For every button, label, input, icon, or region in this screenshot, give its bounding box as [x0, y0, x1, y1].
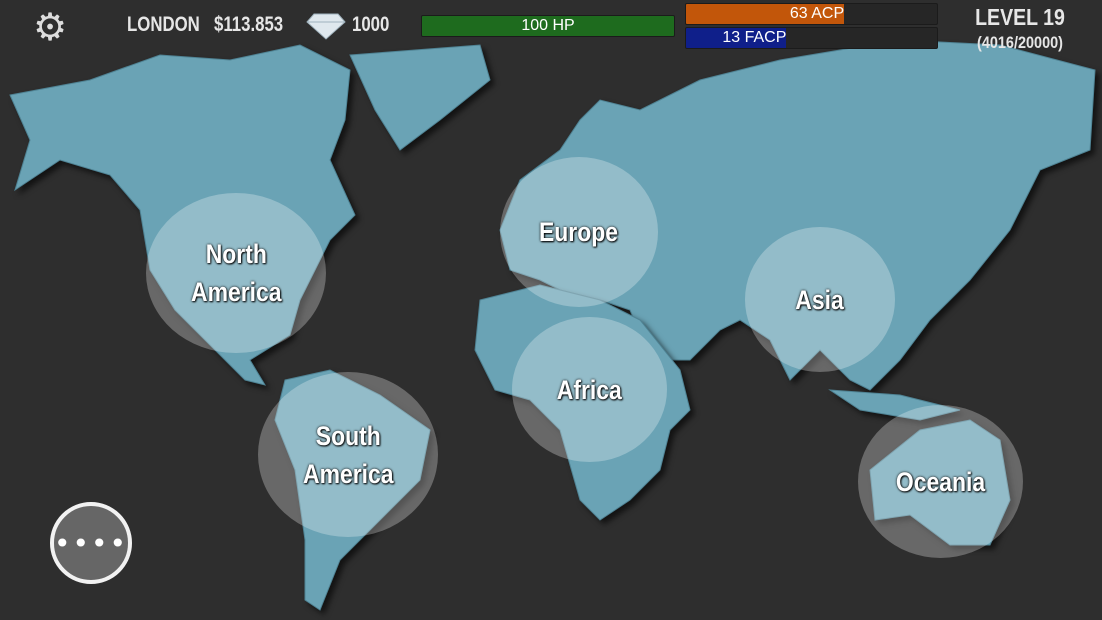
indonesia-land — [828, 389, 961, 421]
south-america-land — [274, 369, 431, 611]
level-label: LEVEL 19 — [975, 4, 1065, 30]
facp-bar: 13 FACP — [685, 27, 938, 49]
top-bar: ⚙ LONDON $113.853 1000 100 HP 63 ACP 13 … — [0, 0, 1102, 55]
gear-icon[interactable]: ⚙ — [32, 5, 68, 49]
money-label: $113.853 — [214, 13, 284, 36]
facp-label: 13 FACP — [722, 29, 787, 46]
more-dots-icon: •••• — [53, 526, 129, 560]
acp-bar-fill — [686, 4, 845, 24]
facp-bar-fill — [686, 28, 787, 48]
acp-bar: 63 ACP — [685, 3, 938, 25]
region-label: Asia — [795, 284, 845, 315]
hp-label: 100 HP — [521, 17, 575, 34]
africa-land — [474, 284, 691, 521]
north-america-land — [9, 44, 356, 386]
level-display: LEVEL 19 (4016/20000) — [950, 4, 1090, 53]
hp-bar: 100 HP — [421, 15, 675, 37]
australia-land — [869, 419, 1011, 546]
region-europe[interactable]: Europe — [500, 157, 658, 307]
region-north-america[interactable]: North America — [146, 193, 326, 353]
region-south-america[interactable]: South America — [258, 372, 438, 537]
diamond-count: 1000 — [352, 13, 390, 36]
region-africa[interactable]: Africa — [512, 317, 667, 462]
region-asia[interactable]: Asia — [745, 227, 895, 372]
region-label: Africa — [556, 374, 623, 405]
region-label: North America — [190, 239, 282, 307]
region-label: Oceania — [895, 466, 986, 497]
greenland-land — [349, 44, 491, 151]
diamond-icon — [306, 13, 346, 40]
city-label: LONDON — [127, 13, 200, 36]
xp-label: (4016/20000) — [977, 33, 1063, 52]
region-label: Europe — [539, 217, 619, 247]
acp-label: 63 ACP — [789, 5, 845, 22]
region-oceania[interactable]: Oceania — [858, 405, 1023, 558]
hp-bar-fill — [422, 16, 674, 36]
region-label: South America — [302, 420, 394, 489]
more-button[interactable]: •••• — [50, 502, 132, 584]
